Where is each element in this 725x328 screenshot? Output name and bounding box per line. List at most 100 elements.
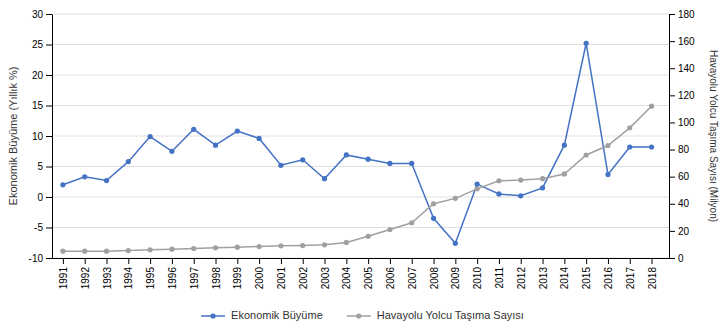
- tick-label: 1997: [189, 267, 200, 290]
- point: [518, 177, 523, 182]
- point: [649, 104, 654, 109]
- tick: 2013: [538, 258, 549, 289]
- tick-mark: [46, 228, 52, 229]
- tick: 40: [669, 198, 690, 209]
- tick-mark: [46, 106, 52, 107]
- tick: 1998: [211, 258, 222, 289]
- tick-mark: [303, 258, 304, 264]
- tick-label: 20: [678, 226, 690, 237]
- y-axis-title: Ekonomik Büyüme (Yıllık %): [7, 67, 19, 206]
- tick-label: 2003: [320, 267, 331, 290]
- tick-label: 1995: [145, 267, 156, 290]
- tick: 1995: [145, 258, 156, 289]
- tick-mark: [346, 258, 347, 264]
- tick-label: -10: [29, 253, 44, 264]
- tick-label: -5: [34, 222, 43, 233]
- grid: [52, 14, 669, 258]
- point: [191, 246, 196, 251]
- tick: 1999: [232, 258, 243, 289]
- point: [82, 174, 87, 179]
- tick: 0: [37, 192, 52, 203]
- tick: 2007: [407, 258, 418, 289]
- tick-label: 2006: [385, 267, 396, 290]
- grid-line: [52, 136, 669, 137]
- tick-label: 20: [32, 70, 44, 81]
- tick: 25: [32, 39, 52, 50]
- tick-mark: [46, 14, 52, 15]
- tick: 2004: [341, 258, 352, 289]
- tick-label: 40: [678, 198, 690, 209]
- point: [366, 234, 371, 239]
- tick-mark: [46, 197, 52, 198]
- tick-mark: [477, 258, 478, 264]
- point: [366, 157, 371, 162]
- point: [496, 191, 501, 196]
- tick-mark: [521, 258, 522, 264]
- point: [169, 149, 174, 154]
- point: [148, 134, 153, 139]
- point: [104, 178, 109, 183]
- tick: 2001: [276, 258, 287, 289]
- grid-line: [52, 105, 669, 106]
- point: [104, 249, 109, 254]
- tick-label: 2018: [647, 267, 658, 290]
- grid-line: [52, 75, 669, 76]
- point: [627, 125, 632, 130]
- legend-item: Ekonomik Büyüme: [201, 309, 323, 321]
- tick: 60: [669, 171, 690, 182]
- tick-mark: [85, 258, 86, 264]
- tick-mark: [499, 258, 500, 264]
- tick-label: 2013: [538, 267, 549, 290]
- tick: 160: [669, 36, 695, 47]
- tick: 1991: [58, 258, 69, 289]
- tick-label: 2017: [625, 267, 636, 290]
- tick-mark: [172, 258, 173, 264]
- tick: 2006: [385, 258, 396, 289]
- point: [540, 176, 545, 181]
- tick-mark: [412, 258, 413, 264]
- tick-label: 2014: [559, 267, 570, 290]
- tick-label: 2012: [516, 267, 527, 290]
- tick: 2017: [625, 258, 636, 289]
- tick-label: 120: [678, 90, 695, 101]
- point: [191, 127, 196, 132]
- point: [257, 136, 262, 141]
- point: [649, 144, 654, 149]
- point: [562, 143, 567, 148]
- grid-line: [52, 258, 669, 259]
- point: [496, 178, 501, 183]
- point: [453, 241, 458, 246]
- point: [235, 129, 240, 134]
- point: [453, 196, 458, 201]
- y2-axis: 020406080100120140160180: [669, 9, 695, 264]
- tick: -5: [34, 222, 52, 233]
- legend-label: Ekonomik Büyüme: [231, 309, 323, 321]
- point: [540, 185, 545, 190]
- point: [605, 143, 610, 148]
- tick-mark: [434, 258, 435, 264]
- tick: 2005: [363, 258, 374, 289]
- tick-mark: [107, 258, 108, 264]
- tick-label: 2015: [581, 267, 592, 290]
- point: [409, 220, 414, 225]
- tick-mark: [325, 258, 326, 264]
- tick: 1997: [189, 258, 200, 289]
- point: [300, 243, 305, 248]
- tick-mark: [46, 75, 52, 76]
- tick-mark: [652, 258, 653, 264]
- tick: 2010: [472, 258, 483, 289]
- tick-mark: [128, 258, 129, 264]
- point: [126, 159, 131, 164]
- tick-mark: [237, 258, 238, 264]
- tick-mark: [669, 150, 675, 151]
- tick-mark: [669, 204, 675, 205]
- tick-mark: [669, 95, 675, 96]
- point: [126, 248, 131, 253]
- tick-label: 2005: [363, 267, 374, 290]
- tick: 2016: [603, 258, 614, 289]
- point: [235, 245, 240, 250]
- axis-line: [52, 15, 53, 259]
- tick: 2011: [494, 258, 505, 289]
- tick-label: 1993: [102, 267, 113, 290]
- grid-line: [52, 166, 669, 167]
